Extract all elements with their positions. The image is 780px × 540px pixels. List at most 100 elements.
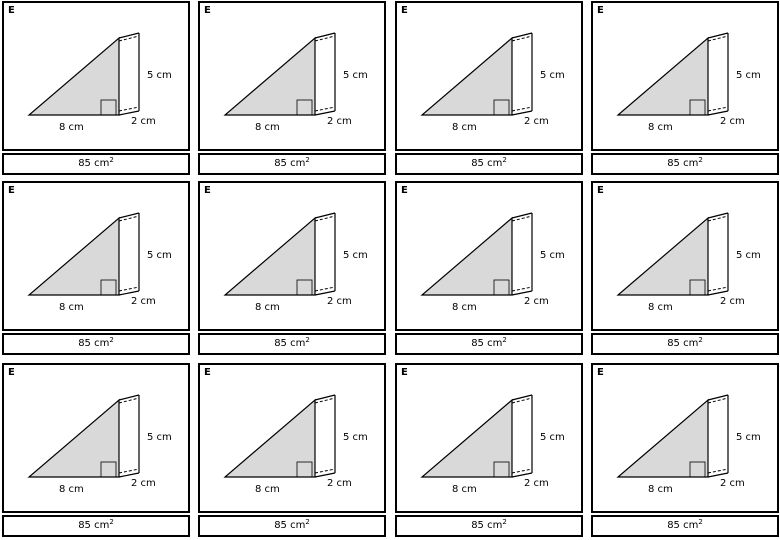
- answer-box: 85 cm2: [2, 515, 190, 537]
- prism-top-edge: [314, 394, 336, 401]
- triangular-prism-diagram: 5 cm 8 cm 2 cm: [616, 212, 761, 313]
- prism-top-edge: [707, 212, 729, 219]
- triangle-face: [616, 216, 709, 296]
- answer-exponent: 2: [109, 156, 114, 164]
- hidden-edge: [314, 397, 336, 404]
- hidden-edge: [707, 106, 729, 112]
- hidden-edge: [118, 35, 140, 42]
- answer-exponent: 2: [698, 156, 703, 164]
- answer-value: 85 cm: [274, 520, 306, 531]
- triangular-prism-diagram: 5 cm 8 cm 2 cm: [27, 32, 172, 133]
- hidden-edge: [511, 468, 533, 474]
- prism-bottom-edge: [511, 290, 533, 296]
- triangular-prism-diagram: 5 cm 8 cm 2 cm: [420, 394, 565, 495]
- prism-top-edge: [511, 212, 533, 219]
- card-label: E: [204, 185, 211, 196]
- card-label: E: [204, 367, 211, 378]
- height-label: 5 cm: [147, 70, 172, 81]
- prism-top-edge: [314, 212, 336, 219]
- depth-label: 2 cm: [720, 478, 745, 489]
- hidden-edge: [118, 106, 140, 112]
- right-angle-marker: [100, 279, 117, 296]
- prism-top-edge: [118, 394, 140, 401]
- triangle-face: [420, 398, 513, 478]
- base-label: 8 cm: [648, 302, 673, 313]
- task-card: E 5 cm 8 cm 2 cm: [395, 363, 583, 513]
- prism-bottom-edge: [314, 290, 336, 296]
- answer-box: 85 cm2: [198, 515, 386, 537]
- height-label: 5 cm: [147, 250, 172, 261]
- hidden-edge: [707, 286, 729, 292]
- height-label: 5 cm: [540, 70, 565, 81]
- right-angle-marker: [493, 99, 510, 116]
- card-label: E: [401, 5, 408, 16]
- base-label: 8 cm: [59, 302, 84, 313]
- base-label: 8 cm: [255, 122, 280, 133]
- height-label: 5 cm: [736, 250, 761, 261]
- triangular-prism-diagram: 5 cm 8 cm 2 cm: [223, 212, 368, 313]
- depth-label: 2 cm: [524, 478, 549, 489]
- hidden-edge: [314, 215, 336, 222]
- task-card: E 5 cm 8 cm 2 cm: [591, 1, 779, 151]
- hidden-edge: [118, 215, 140, 222]
- prism-top-edge: [511, 394, 533, 401]
- answer-box: 85 cm2: [198, 333, 386, 355]
- hidden-edge: [707, 468, 729, 474]
- height-label: 5 cm: [540, 250, 565, 261]
- hidden-edge: [511, 397, 533, 404]
- task-card: E 5 cm 8 cm 2 cm: [2, 181, 190, 331]
- prism-top-edge: [118, 32, 140, 39]
- card-label: E: [401, 367, 408, 378]
- answer-value: 85 cm: [78, 520, 110, 531]
- triangle-face: [420, 36, 513, 116]
- answer-box: 85 cm2: [395, 515, 583, 537]
- task-card: E 5 cm 8 cm 2 cm: [2, 1, 190, 151]
- triangular-prism-diagram: 5 cm 8 cm 2 cm: [27, 212, 172, 313]
- prism-bottom-edge: [314, 110, 336, 116]
- prism-top-edge: [707, 32, 729, 39]
- depth-label: 2 cm: [131, 296, 156, 307]
- hidden-edge: [511, 215, 533, 222]
- right-angle-marker: [296, 461, 313, 478]
- right-angle-marker: [100, 99, 117, 116]
- task-card: E 5 cm 8 cm 2 cm: [198, 181, 386, 331]
- right-angle-marker: [689, 461, 706, 478]
- hidden-edge: [511, 106, 533, 112]
- triangular-prism-diagram: 5 cm 8 cm 2 cm: [616, 394, 761, 495]
- depth-label: 2 cm: [524, 296, 549, 307]
- prism-top-edge: [118, 212, 140, 219]
- triangle-face: [223, 36, 316, 116]
- hidden-edge: [118, 397, 140, 404]
- answer-box: 85 cm2: [2, 153, 190, 175]
- prism-bottom-edge: [314, 472, 336, 478]
- triangle-face: [223, 216, 316, 296]
- answer-exponent: 2: [502, 518, 507, 526]
- hidden-edge: [314, 106, 336, 112]
- hidden-edge: [511, 286, 533, 292]
- triangular-prism-diagram: 5 cm 8 cm 2 cm: [223, 394, 368, 495]
- right-angle-marker: [493, 279, 510, 296]
- depth-label: 2 cm: [327, 296, 352, 307]
- task-card: E 5 cm 8 cm 2 cm: [2, 363, 190, 513]
- depth-label: 2 cm: [720, 296, 745, 307]
- answer-exponent: 2: [698, 336, 703, 344]
- triangle-face: [616, 398, 709, 478]
- task-card: E 5 cm 8 cm 2 cm: [591, 363, 779, 513]
- prism-bottom-edge: [707, 472, 729, 478]
- right-angle-marker: [296, 279, 313, 296]
- answer-exponent: 2: [502, 156, 507, 164]
- base-label: 8 cm: [255, 302, 280, 313]
- answer-box: 85 cm2: [591, 153, 779, 175]
- base-label: 8 cm: [59, 122, 84, 133]
- card-label: E: [8, 367, 15, 378]
- depth-label: 2 cm: [720, 116, 745, 127]
- prism-bottom-edge: [511, 110, 533, 116]
- depth-label: 2 cm: [131, 116, 156, 127]
- height-label: 5 cm: [736, 432, 761, 443]
- base-label: 8 cm: [452, 122, 477, 133]
- height-label: 5 cm: [147, 432, 172, 443]
- hidden-edge: [118, 468, 140, 474]
- right-angle-marker: [493, 461, 510, 478]
- prism-top-edge: [707, 394, 729, 401]
- base-label: 8 cm: [452, 484, 477, 495]
